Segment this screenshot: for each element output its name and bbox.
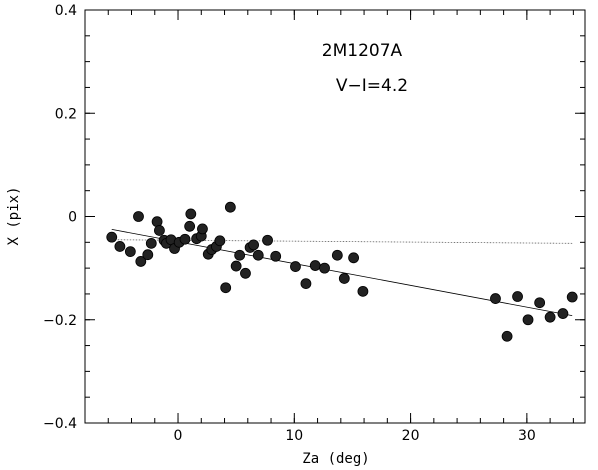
- data-point: [348, 252, 360, 264]
- data-points: [106, 201, 578, 342]
- x-tick-label: 30: [518, 428, 536, 444]
- data-point: [214, 235, 226, 247]
- data-point: [106, 231, 118, 243]
- data-point: [490, 293, 501, 304]
- data-point: [179, 233, 191, 245]
- data-point: [133, 211, 144, 222]
- data-point: [184, 220, 196, 232]
- y-axis-label: X (pix): [6, 186, 22, 245]
- data-point: [557, 308, 569, 319]
- data-point: [230, 260, 242, 272]
- x-axis-label: Za (deg): [302, 451, 369, 467]
- data-point: [240, 267, 251, 279]
- data-point: [142, 249, 154, 261]
- data-point: [566, 291, 578, 303]
- data-point: [262, 234, 273, 246]
- data-point: [151, 216, 163, 228]
- data-point: [114, 241, 126, 252]
- data-point: [534, 297, 546, 309]
- data-point: [135, 256, 147, 267]
- y-tick-label: −0.2: [43, 313, 77, 329]
- data-point: [248, 239, 260, 251]
- data-point: [501, 330, 513, 342]
- data-point: [357, 285, 369, 297]
- tick-labels: 0 10 20 30 −0.4 −0.2 0 0.2 0.4: [43, 3, 536, 444]
- plot-frame: [84, 9, 586, 424]
- axis-ticks: [84, 9, 585, 424]
- data-point: [234, 249, 246, 261]
- y-tick-label: 0.2: [55, 106, 77, 122]
- data-point: [185, 208, 197, 220]
- data-point: [252, 249, 264, 261]
- data-point: [338, 273, 350, 284]
- x-tick-label: 0: [174, 428, 183, 444]
- data-point: [290, 261, 301, 272]
- data-point: [512, 291, 523, 302]
- data-point: [300, 278, 312, 290]
- y-tick-label: 0.4: [55, 3, 77, 19]
- data-point: [309, 260, 321, 271]
- annotation-object-name: 2M1207A: [322, 41, 403, 61]
- data-point: [331, 249, 343, 261]
- y-tick-label: −0.4: [43, 416, 77, 432]
- data-point: [224, 201, 236, 213]
- data-point: [124, 246, 136, 258]
- data-point: [197, 223, 208, 235]
- data-point: [270, 250, 282, 262]
- data-point: [220, 282, 232, 294]
- x-tick-label: 20: [402, 428, 420, 444]
- data-point: [154, 225, 165, 236]
- y-tick-label: 0: [68, 210, 77, 226]
- data-point: [319, 262, 330, 274]
- annotation-color-index: V−I=4.2: [336, 76, 408, 96]
- data-point: [544, 311, 556, 323]
- x-tick-label: 10: [285, 428, 303, 444]
- data-point: [522, 314, 534, 326]
- data-point: [145, 237, 157, 249]
